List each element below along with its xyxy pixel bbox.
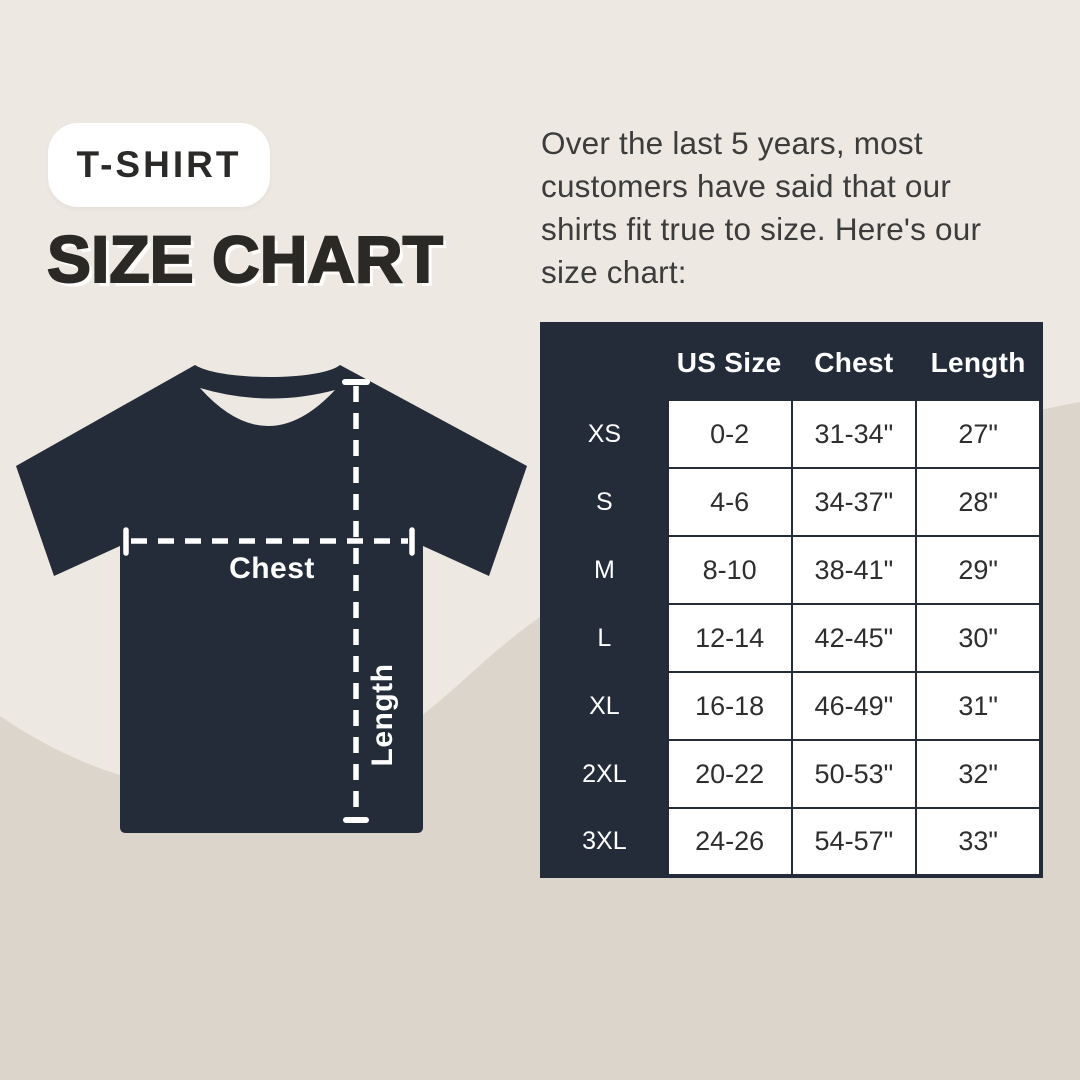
us-size-value: 20-22 [665, 739, 793, 809]
length-value: 27" [915, 399, 1042, 469]
us-size-value: 4-6 [665, 467, 793, 537]
header-cell-length: Length [915, 323, 1042, 401]
chest-value: 34-37" [790, 467, 918, 537]
us-size-value: 0-2 [665, 399, 793, 469]
us-size-value: 16-18 [665, 671, 793, 741]
header-cell-chest: Chest [790, 323, 918, 401]
table-row: 3XL 24-26 54-57" 33" [541, 807, 1042, 877]
us-size-value: 12-14 [665, 603, 793, 673]
chest-value: 50-53" [790, 739, 918, 809]
length-value: 29" [915, 535, 1042, 605]
length-label: Length [366, 663, 399, 767]
chest-value: 31-34" [790, 399, 918, 469]
intro-line: size chart: [541, 254, 687, 290]
size-label: 2XL [541, 739, 669, 809]
table-row: S 4-6 34-37" 28" [541, 467, 1042, 537]
table-row: M 8-10 38-41" 29" [541, 535, 1042, 605]
chest-value: 54-57" [790, 807, 918, 877]
chest-value: 46-49" [790, 671, 918, 741]
chest-label: Chest [229, 552, 315, 585]
length-value: 33" [915, 807, 1042, 877]
length-value: 32" [915, 739, 1042, 809]
chest-value: 42-45" [790, 603, 918, 673]
header-cell-us-size: US Size [665, 323, 793, 401]
us-size-value: 8-10 [665, 535, 793, 605]
tshirt-neckline [200, 388, 335, 427]
page-title: SIZE CHART [46, 221, 444, 297]
intro-line: Over the last 5 years, most [541, 125, 923, 161]
chest-value: 38-41" [790, 535, 918, 605]
length-value: 28" [915, 467, 1042, 537]
header-row: US Size Chest Length [541, 323, 1042, 401]
size-label: M [541, 535, 669, 605]
size-table: US Size Chest Length XS 0-2 31-34" 27" S… [540, 322, 1043, 878]
tshirt-illustration: Chest Length [0, 350, 540, 870]
table-row: XS 0-2 31-34" 27" [541, 399, 1042, 469]
tshirt-silhouette [16, 365, 527, 833]
table-row: XL 16-18 46-49" 31" [541, 671, 1042, 741]
intro-line: customers have said that our [541, 168, 952, 204]
intro-line: shirts fit true to size. Here's our [541, 211, 982, 247]
size-label: L [541, 603, 669, 673]
size-label: XL [541, 671, 669, 741]
us-size-value: 24-26 [665, 807, 793, 877]
size-label: XS [541, 399, 669, 469]
tshirt-badge: T-SHIRT [48, 123, 270, 207]
intro-paragraph: Over the last 5 years, most customers ha… [541, 122, 1051, 294]
badge-label: T-SHIRT [76, 144, 242, 185]
table-row: L 12-14 42-45" 30" [541, 603, 1042, 673]
size-label: 3XL [541, 807, 669, 877]
tshirt-svg [16, 365, 527, 833]
table-row: 2XL 20-22 50-53" 32" [541, 739, 1042, 809]
length-value: 31" [915, 671, 1042, 741]
header-cell-blank [541, 323, 668, 401]
length-value: 30" [915, 603, 1042, 673]
size-label: S [541, 467, 669, 537]
